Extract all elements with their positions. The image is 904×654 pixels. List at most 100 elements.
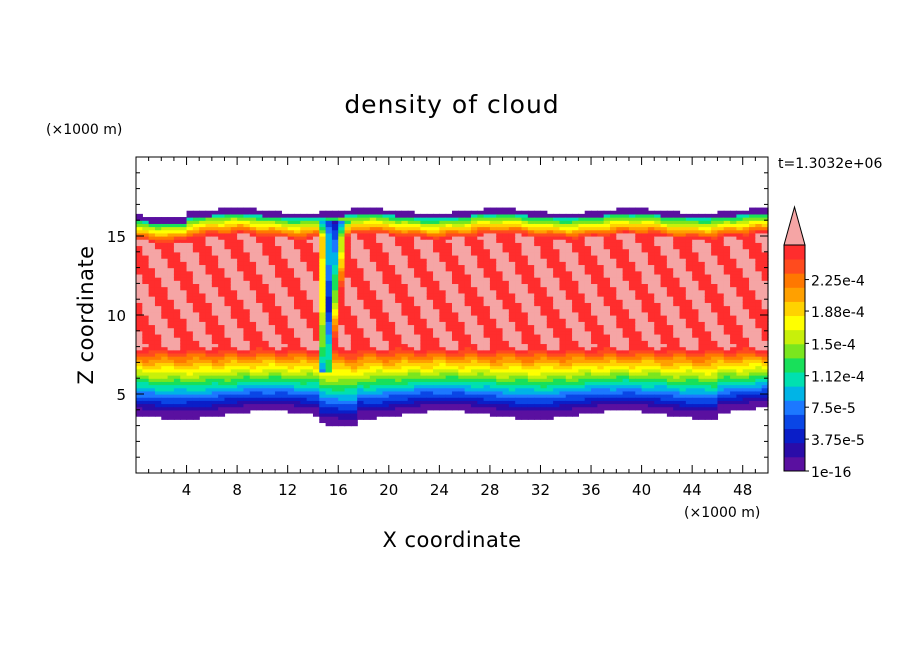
density-cell	[407, 308, 415, 313]
density-cell	[565, 232, 573, 237]
density-cell	[464, 226, 472, 231]
density-cell	[508, 400, 516, 405]
density-cell	[224, 308, 232, 313]
density-cell	[275, 251, 282, 256]
density-cell	[186, 321, 194, 326]
density-cell	[350, 365, 358, 370]
density-cell	[502, 267, 510, 272]
density-cell	[540, 330, 548, 335]
density-cell	[230, 324, 238, 329]
density-cell	[578, 242, 586, 247]
density-cell	[458, 324, 466, 329]
density-cell	[142, 333, 150, 338]
density-cell	[268, 343, 276, 348]
density-cell	[382, 254, 390, 259]
density-cell	[268, 292, 276, 297]
density-cell	[401, 375, 409, 379]
density-cell	[610, 365, 617, 370]
density-cell	[546, 299, 554, 303]
density-cell	[224, 330, 232, 335]
density-cell	[376, 384, 384, 389]
density-cell	[565, 267, 573, 272]
density-cell	[502, 251, 510, 256]
density-cell	[534, 311, 542, 316]
density-cell	[534, 286, 542, 291]
density-cell	[186, 359, 194, 363]
density-cell	[148, 327, 156, 332]
density-cell	[300, 289, 308, 294]
density-cell	[591, 210, 598, 215]
density-cell	[433, 286, 440, 291]
density-cell	[173, 239, 181, 243]
density-cell	[395, 213, 403, 218]
density-cell	[268, 330, 276, 335]
density-cell	[565, 308, 573, 313]
density-cell	[420, 239, 428, 243]
density-cell	[294, 236, 301, 240]
density-cell	[331, 378, 339, 382]
density-cell	[622, 390, 630, 395]
density-cell	[534, 318, 542, 322]
density-cell	[186, 280, 194, 284]
density-cell	[591, 400, 598, 405]
density-cell	[401, 229, 409, 234]
density-cell	[256, 311, 263, 316]
density-cell	[527, 302, 535, 307]
density-cell	[470, 305, 478, 310]
density-cell	[281, 371, 289, 376]
density-cell	[388, 264, 396, 269]
density-cell	[616, 264, 624, 269]
density-cell	[262, 232, 270, 237]
density-cell	[401, 324, 409, 329]
density-cell	[426, 333, 434, 338]
density-cell	[572, 258, 579, 262]
density-cell	[540, 311, 548, 316]
density-cell	[268, 359, 276, 363]
density-cell	[357, 217, 365, 221]
density-cell	[578, 273, 586, 278]
density-cell	[281, 340, 289, 345]
density-cell	[262, 394, 270, 398]
density-cell	[180, 340, 188, 345]
density-cell	[388, 270, 396, 275]
density-cell	[502, 318, 510, 322]
density-cell	[211, 305, 219, 310]
density-cell	[603, 352, 611, 357]
density-cell	[597, 324, 605, 329]
density-cell	[603, 236, 611, 240]
density-cell	[426, 254, 434, 259]
density-cell	[275, 220, 282, 224]
density-cell	[363, 273, 371, 278]
density-cell	[489, 289, 497, 294]
density-cell	[521, 409, 529, 414]
density-cell	[205, 340, 213, 345]
density-cell	[186, 229, 194, 234]
density-cell	[180, 346, 188, 351]
density-cell	[565, 337, 573, 341]
density-cell	[369, 296, 377, 300]
density-cell	[597, 299, 605, 303]
density-cell	[249, 365, 257, 370]
density-cell	[452, 264, 459, 269]
density-cell	[268, 381, 276, 386]
density-cell	[572, 264, 579, 269]
density-cell	[445, 390, 453, 395]
density-cell	[534, 349, 542, 354]
density-cell	[331, 333, 339, 338]
density-cell	[331, 381, 339, 386]
density-cell	[521, 349, 529, 354]
density-cell	[591, 406, 598, 411]
density-cell	[603, 286, 611, 291]
density-cell	[559, 289, 567, 294]
density-cell	[572, 390, 579, 395]
density-cell	[578, 270, 586, 275]
density-cell	[306, 283, 314, 288]
density-cell	[388, 280, 396, 284]
density-cell	[173, 242, 181, 247]
density-cell	[559, 283, 567, 288]
density-cell	[382, 406, 390, 411]
density-cell	[502, 299, 510, 303]
density-cell	[344, 359, 352, 363]
density-cell	[610, 311, 617, 316]
density-cell	[489, 223, 497, 228]
